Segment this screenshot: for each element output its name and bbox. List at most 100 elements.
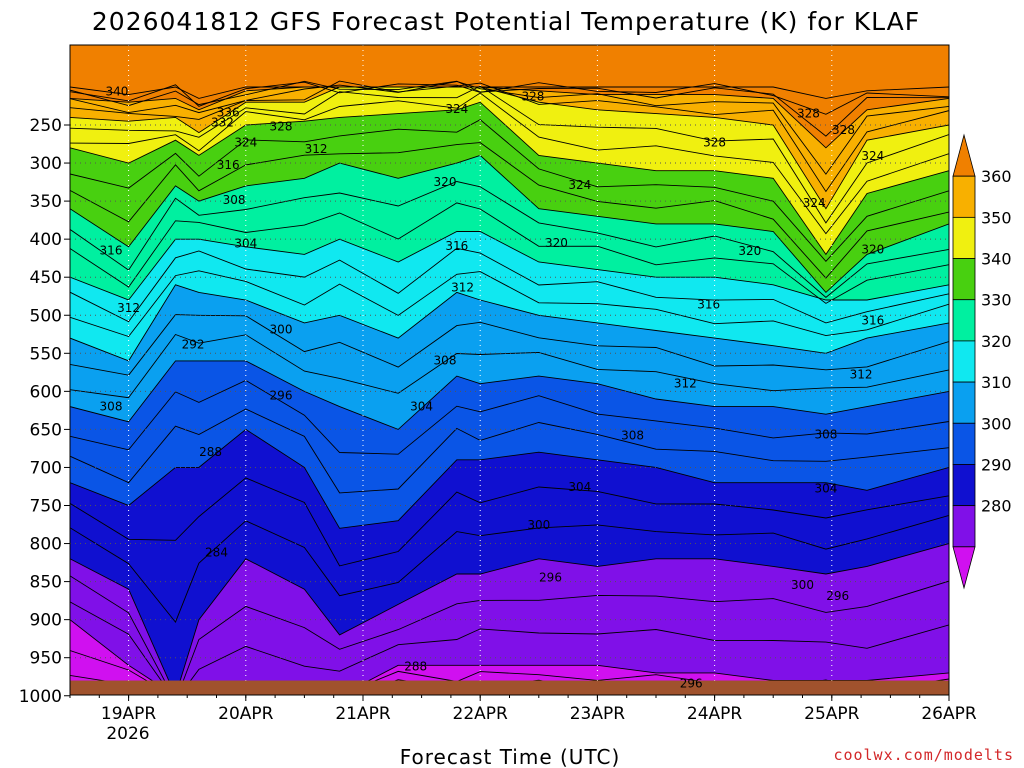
contour-label: 328 xyxy=(703,135,726,149)
contour-label: 328 xyxy=(797,106,820,120)
theta-fill-layer xyxy=(70,45,949,695)
contour-line xyxy=(70,360,949,430)
contour-label: 316 xyxy=(445,239,468,253)
terrain-fill xyxy=(70,680,949,695)
contour-line xyxy=(70,333,949,399)
contour-label: 316 xyxy=(697,297,720,311)
contour-label: 300 xyxy=(527,518,550,532)
contour-line xyxy=(70,619,949,695)
y-tick-label: 250 xyxy=(30,116,62,136)
contour-label: 312 xyxy=(117,301,140,315)
contour-line xyxy=(70,408,949,494)
colorbar-cap-bottom xyxy=(952,546,976,590)
contour-line xyxy=(70,86,949,99)
y-tick-label: 800 xyxy=(30,535,62,555)
contour-line xyxy=(70,85,949,224)
contour-label: 320 xyxy=(738,244,761,258)
contour-label: 324 xyxy=(861,149,884,163)
contour-label: 328 xyxy=(832,123,855,137)
contour-label: 336 xyxy=(217,106,240,120)
colorbar-label: 340 xyxy=(981,250,1012,269)
contour-label: 332 xyxy=(211,116,234,130)
x-tick-label: 24APR xyxy=(687,704,743,724)
y-tick-label: 950 xyxy=(30,649,62,669)
contour-label: 308 xyxy=(434,354,457,368)
y-tick-label: 450 xyxy=(30,268,62,288)
contour-line xyxy=(70,247,949,324)
colorbar-swatch xyxy=(952,381,976,424)
y-tick-label: 1000 xyxy=(19,687,62,707)
x-tick-label: 25APR xyxy=(804,704,860,724)
contour-line xyxy=(70,601,949,695)
colorbar-swatch xyxy=(952,299,976,342)
terrain-layer xyxy=(70,680,949,695)
x-tick-label: 19APR xyxy=(101,704,157,724)
y-axis: 250 300 350 400 450 500 550 600 650 700 750 800 850 9… xyxy=(19,116,70,707)
contour-label: 316 xyxy=(217,158,240,172)
contour-label: 284 xyxy=(205,546,228,560)
contour-line xyxy=(70,92,949,235)
contour-line xyxy=(70,119,949,262)
contour-line xyxy=(70,181,949,298)
contour-line xyxy=(70,379,949,455)
colorbar-label: 300 xyxy=(981,414,1012,433)
x-tick-label: 20APR xyxy=(218,704,274,724)
colorbar: 360 350 340 330 320 310 300 290 280 xyxy=(952,133,1012,590)
contour-label: 340 xyxy=(105,84,128,98)
contour-label: 300 xyxy=(791,578,814,592)
colorbar-label: 320 xyxy=(981,332,1012,351)
contour-label: 324 xyxy=(568,178,591,192)
colorbar-swatch xyxy=(952,175,976,218)
colorbar-label: 280 xyxy=(981,497,1012,516)
y-tick-label: 750 xyxy=(30,497,62,517)
contour-label: 308 xyxy=(223,193,246,207)
contour-label: 288 xyxy=(199,445,222,459)
contour-line xyxy=(70,81,949,175)
colorbar-label: 360 xyxy=(981,167,1012,186)
grid-lines xyxy=(70,45,949,695)
contour-line xyxy=(70,575,949,695)
contour-label: 312 xyxy=(305,142,328,156)
contour-label: 296 xyxy=(539,571,562,585)
contour-label: 304 xyxy=(410,399,433,413)
contour-line xyxy=(70,543,949,695)
contour-label: 308 xyxy=(621,428,644,442)
credit-text: coolwx.com/modelts xyxy=(833,746,1014,764)
x-year-label: 2026 xyxy=(106,724,149,744)
x-axis-label: Forecast Time (UTC) xyxy=(400,745,621,768)
y-tick-label: 550 xyxy=(30,344,62,364)
contour-line xyxy=(70,142,949,279)
contour-label: 328 xyxy=(270,119,293,133)
contour-line xyxy=(70,81,949,115)
contour-label: 316 xyxy=(100,243,123,257)
colorbar-swatch xyxy=(952,216,976,259)
contour-line xyxy=(70,514,949,623)
contour-label: 320 xyxy=(545,236,568,250)
contour-line xyxy=(70,154,949,294)
y-tick-label: 650 xyxy=(30,420,62,440)
colorbar-swatch xyxy=(952,505,976,548)
colorbar-swatch xyxy=(952,340,976,383)
colorbar-label: 350 xyxy=(981,208,1012,227)
contour-line xyxy=(70,80,949,193)
colorbar-swatch xyxy=(952,422,976,465)
y-tick-label: 850 xyxy=(30,573,62,593)
contour-line xyxy=(70,270,949,338)
colorbar-swatch xyxy=(952,258,976,301)
colorbar-label: 290 xyxy=(981,455,1012,474)
y-tick-label: 400 xyxy=(30,230,62,250)
contour-label: 312 xyxy=(674,377,697,391)
y-tick-label: 600 xyxy=(30,382,62,402)
contour-line xyxy=(70,477,949,567)
contour-label: 292 xyxy=(182,338,205,352)
contour-label: 296 xyxy=(826,589,849,603)
contour-label: 300 xyxy=(270,323,293,337)
contour-label: 304 xyxy=(814,482,837,496)
contour-label: 320 xyxy=(434,175,457,189)
x-tick-label: 26APR xyxy=(921,704,977,724)
y-tick-label: 700 xyxy=(30,458,62,478)
contour-label: 328 xyxy=(521,90,544,104)
contour-label: 324 xyxy=(803,196,826,210)
x-tick-label: 23APR xyxy=(570,704,626,724)
y-tick-label: 300 xyxy=(30,154,62,174)
